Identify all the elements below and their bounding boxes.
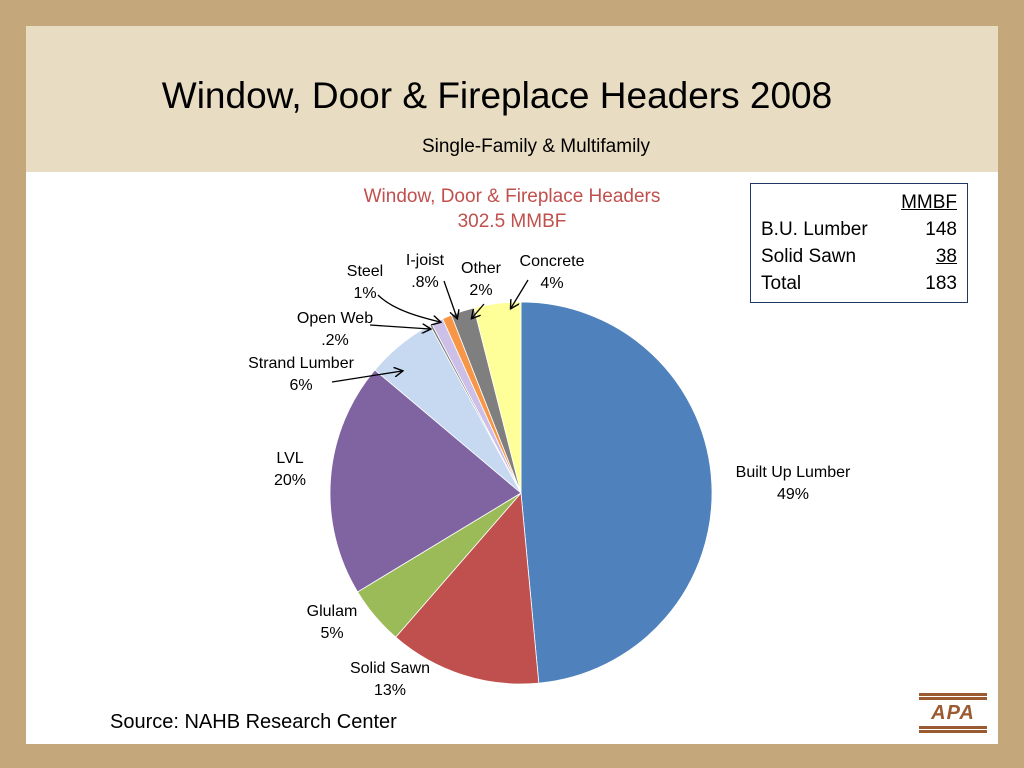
slice-label-name: Built Up Lumber: [735, 464, 851, 481]
slice-label-percent: 2%: [469, 282, 493, 299]
table-row-value: 38: [935, 246, 957, 267]
slice-label-percent: 5%: [320, 625, 344, 642]
pie-slice-solid-sawn: [395, 492, 540, 685]
slice-label-name: LVL: [276, 450, 304, 467]
slice-label-percent: 49%: [776, 486, 810, 503]
slice-label-built-up-lumber: Built Up Lumber 49%: [736, 462, 851, 506]
slice-label-percent: .2%: [321, 332, 349, 349]
pie-slice-built-up-lumber: [520, 301, 713, 684]
slice-label-i-joist: I-joist .8%: [406, 250, 444, 294]
slice-label-name: Glulam: [306, 603, 358, 620]
slice-label-concrete: Concrete 4%: [520, 251, 585, 295]
slice-label-name: Other: [460, 260, 502, 277]
table-row-label: B.U. Lumber: [761, 219, 868, 240]
table-row: Total 183: [761, 270, 957, 297]
table-row-label: Total: [761, 273, 802, 294]
table-row: Solid Sawn 38: [761, 243, 957, 270]
leader-arrow-strand-lumber: [331, 371, 402, 383]
chart-title: Window, Door & Fireplace Headers: [363, 186, 661, 207]
slice-label-name: Open Web: [296, 310, 374, 327]
slice-label-glulam: Glulam 5%: [307, 601, 358, 645]
slice-label-percent: 13%: [373, 682, 407, 699]
pie-slice-concrete: [473, 301, 522, 494]
slice-label-name: Solid Sawn: [349, 660, 431, 677]
pie-chart: [329, 279, 713, 685]
slice-label-strand-lumber: Strand Lumber 6%: [248, 353, 354, 397]
slide: Window, Door & Fireplace Headers 2008 Si…: [26, 26, 998, 744]
apa-logo: APA: [919, 693, 987, 735]
slice-label-steel: Steel 1%: [347, 261, 383, 305]
slice-label-name: Strand Lumber: [248, 355, 354, 372]
slice-label-name: Concrete: [519, 253, 585, 270]
slice-label-other: Other 2%: [461, 258, 501, 302]
table-header: MMBF: [901, 192, 957, 213]
slide-title: Window, Door & Fireplace Headers 2008: [161, 75, 833, 116]
slice-label-percent: 6%: [289, 377, 313, 394]
leader-arrow-open-web: [369, 325, 430, 329]
leader-arrow-concrete: [511, 279, 529, 308]
slice-label-percent: .8%: [411, 274, 439, 291]
pie-slice-lvl: [329, 369, 522, 593]
table-row-value: 183: [925, 273, 957, 294]
slice-label-open-web: Open Web .2%: [297, 308, 373, 352]
table-row-label: Solid Sawn: [761, 246, 857, 267]
slice-label-percent: 4%: [540, 275, 564, 292]
slice-label-percent: 1%: [353, 285, 377, 302]
slice-label-percent: 20%: [273, 472, 307, 489]
header-band: [26, 26, 998, 172]
mmbf-table: MMBF B.U. Lumber 148 Solid Sawn 38 Total…: [750, 183, 968, 303]
slice-label-name: Steel: [346, 263, 384, 280]
logo-text: APA: [931, 702, 975, 724]
table-row: B.U. Lumber 148: [761, 216, 957, 243]
chart-title-block: Window, Door & Fireplace Headers 302.5 M…: [316, 184, 708, 234]
source-note: Source: NAHB Research Center: [110, 711, 397, 733]
chart-subtitle: 302.5 MMBF: [457, 211, 567, 232]
leader-arrow-i-joist: [443, 280, 457, 318]
slice-label-lvl: LVL 20%: [274, 448, 306, 492]
leader-arrow-other: [472, 303, 485, 318]
leader-arrow-steel: [377, 294, 440, 322]
table-row-value: 148: [925, 219, 957, 240]
slice-label-name: I-joist: [405, 252, 445, 269]
slice-label-solid-sawn: Solid Sawn 13%: [350, 658, 430, 702]
slide-subtitle: Single-Family & Multifamily: [421, 136, 651, 157]
